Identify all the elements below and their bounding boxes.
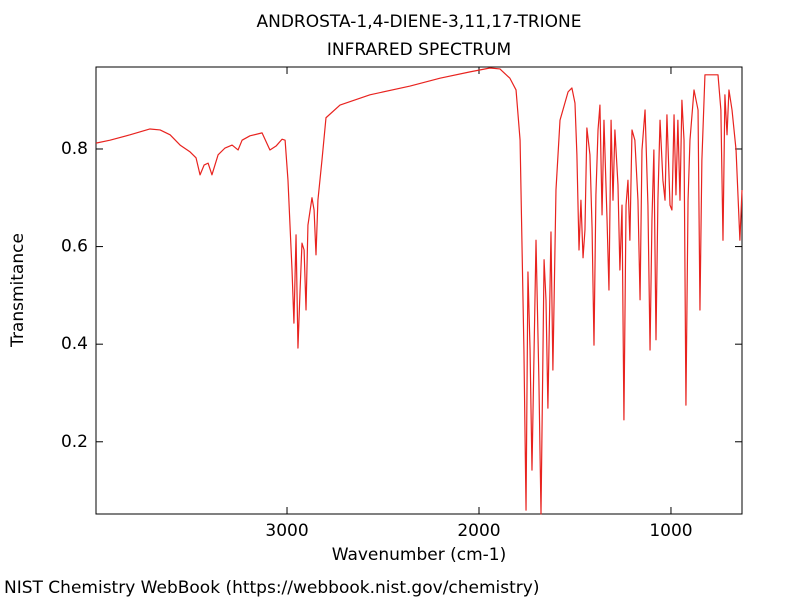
source-note: NIST Chemistry WebBook (https://webbook.…	[4, 578, 539, 598]
y-axis-label: Transmitance	[8, 233, 28, 348]
x-tick-label: 1000	[649, 521, 692, 541]
x-tick-label: 3000	[265, 521, 308, 541]
chart-subtitle: INFRARED SPECTRUM	[327, 40, 511, 60]
plot-frame	[95, 66, 743, 515]
y-tick-label: 0.2	[61, 432, 88, 452]
x-axis-label: Wavenumber (cm-1)	[332, 545, 507, 565]
y-tick-label: 0.8	[61, 139, 88, 159]
spectrum-line	[95, 67, 743, 515]
y-tick-label: 0.6	[61, 237, 88, 257]
chart-title: ANDROSTA-1,4-DIENE-3,11,17-TRIONE	[257, 12, 582, 32]
x-tick-label: 2000	[457, 521, 500, 541]
y-tick-label: 0.4	[61, 334, 88, 354]
